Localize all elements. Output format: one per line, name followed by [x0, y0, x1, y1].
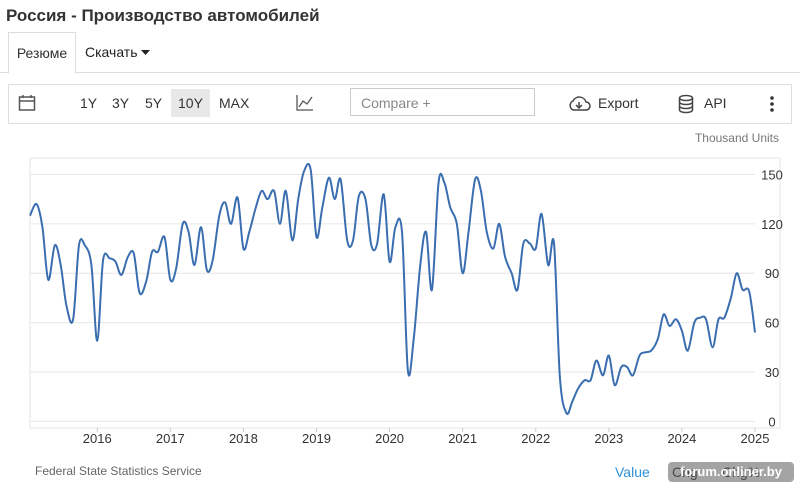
menu-icon[interactable] — [769, 95, 775, 113]
page-title: Россия - Производство автомобилей — [6, 6, 320, 25]
x-tick-label: 2020 — [375, 431, 404, 446]
source: Federal State Statistics Service — [35, 464, 202, 478]
y-tick-label: 60 — [765, 316, 779, 331]
x-tick-label: 2024 — [667, 431, 696, 446]
y-tick-label: 150 — [761, 167, 783, 182]
range-button[interactable]: 3Y — [112, 95, 130, 111]
toolbar — [8, 84, 792, 124]
x-tick-label: 2023 — [594, 431, 623, 446]
x-tick-label: 2017 — [156, 431, 185, 446]
plot-frame — [29, 157, 781, 429]
range-button[interactable]: 5Y — [145, 95, 163, 111]
api-icon[interactable] — [678, 94, 694, 114]
tab-bar — [0, 32, 800, 73]
x-tick-label: 2018 — [229, 431, 258, 446]
x-tick-label: 2025 — [741, 431, 770, 446]
tab-label: Скачать — [85, 44, 138, 60]
compare-input[interactable]: Compare + — [350, 88, 535, 116]
y-tick-label: 0 — [768, 414, 775, 429]
x-tick-label: 2016 — [83, 431, 112, 446]
watermark: forum.onliner.by — [680, 464, 783, 479]
api-button[interactable]: API — [704, 95, 727, 111]
export-button[interactable]: Export — [598, 95, 639, 111]
export-icon[interactable] — [567, 95, 591, 113]
unit-label: Thousand Units — [695, 131, 779, 145]
data-line — [29, 162, 756, 416]
watermark-bg — [668, 462, 794, 482]
caret — [141, 50, 151, 55]
tab[interactable]: Скачать — [85, 32, 151, 72]
chart-type-icon[interactable] — [296, 94, 314, 112]
x-tick-label: 2021 — [448, 431, 477, 446]
x-tick-label: 2019 — [302, 431, 331, 446]
calendar-icon[interactable] — [18, 94, 36, 112]
y-tick-label: 90 — [765, 266, 779, 281]
tab[interactable]: Резюме — [8, 32, 76, 74]
y-tick-label: 30 — [765, 365, 779, 380]
footer-tab: Value — [615, 464, 650, 480]
range-button[interactable]: 10Y — [171, 89, 210, 117]
y-tick-label: 120 — [761, 217, 783, 232]
range-button[interactable]: MAX — [219, 95, 250, 111]
range-button[interactable]: 1Y — [80, 95, 98, 111]
x-tick-label: 2022 — [521, 431, 550, 446]
